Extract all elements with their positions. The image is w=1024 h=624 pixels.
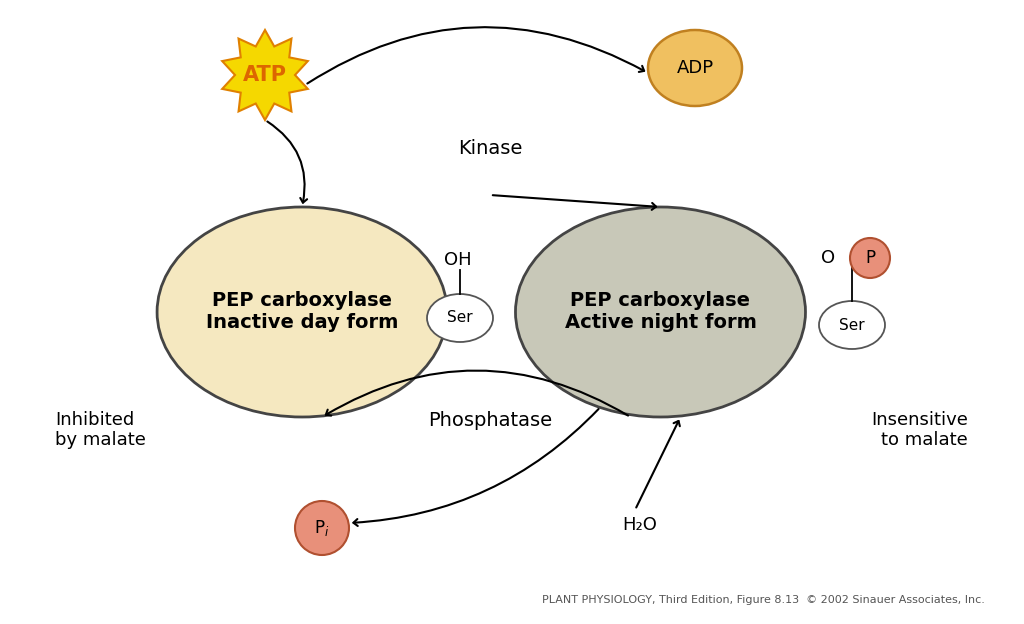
Text: ADP: ADP bbox=[677, 59, 714, 77]
Text: O: O bbox=[821, 249, 835, 267]
Text: Kinase: Kinase bbox=[458, 139, 522, 157]
Text: Ser: Ser bbox=[447, 311, 473, 326]
Text: Inhibited
by malate: Inhibited by malate bbox=[55, 411, 145, 449]
Text: ATP: ATP bbox=[243, 65, 287, 85]
Text: OH: OH bbox=[444, 251, 472, 269]
Text: PLANT PHYSIOLOGY, Third Edition, Figure 8.13  © 2002 Sinauer Associates, Inc.: PLANT PHYSIOLOGY, Third Edition, Figure … bbox=[542, 595, 985, 605]
Polygon shape bbox=[222, 30, 308, 120]
Ellipse shape bbox=[850, 238, 890, 278]
Text: P$_i$: P$_i$ bbox=[314, 518, 330, 538]
Ellipse shape bbox=[515, 207, 806, 417]
Ellipse shape bbox=[819, 301, 885, 349]
Ellipse shape bbox=[648, 30, 742, 106]
Text: H₂O: H₂O bbox=[623, 516, 657, 534]
Text: PEP carboxylase
Inactive day form: PEP carboxylase Inactive day form bbox=[206, 291, 398, 333]
Ellipse shape bbox=[157, 207, 447, 417]
Text: Ser: Ser bbox=[840, 318, 865, 333]
Ellipse shape bbox=[295, 501, 349, 555]
Text: Phosphatase: Phosphatase bbox=[428, 411, 552, 429]
Ellipse shape bbox=[427, 294, 493, 342]
Text: PEP carboxylase
Active night form: PEP carboxylase Active night form bbox=[564, 291, 757, 333]
Text: Insensitive
to malate: Insensitive to malate bbox=[871, 411, 968, 449]
Text: P: P bbox=[865, 249, 876, 267]
